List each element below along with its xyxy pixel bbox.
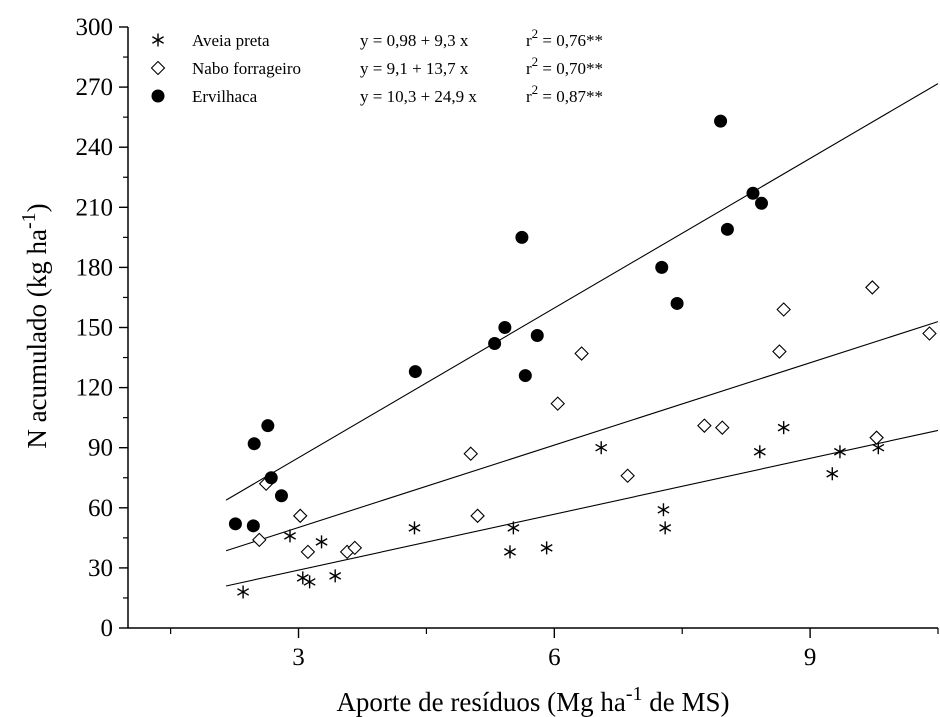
data-point-asterisk	[329, 569, 342, 583]
data-point-filled-circle	[746, 186, 760, 200]
y-tick-label: 30	[88, 555, 113, 582]
data-point-filled-circle	[530, 329, 544, 343]
data-point-filled-circle	[755, 196, 769, 210]
data-point-open-diamond	[865, 280, 880, 295]
fit-line-open-diamond	[225, 321, 939, 552]
y-tick-label: 120	[76, 375, 114, 402]
data-point-filled-circle	[720, 222, 734, 236]
data-point-asterisk	[284, 529, 296, 543]
data-point-asterisk	[595, 441, 608, 455]
y-tick-label: 210	[76, 194, 114, 221]
data-point-asterisk	[833, 445, 846, 459]
data-point-asterisk	[540, 541, 553, 555]
data-point-asterisk	[753, 445, 766, 459]
x-tick-label: 3	[292, 644, 305, 671]
data-point-asterisk	[296, 571, 309, 585]
data-point-open-diamond	[252, 532, 267, 548]
data-point-filled-circle	[498, 321, 512, 334]
data-point-asterisk	[237, 585, 250, 599]
y-tick-label: 60	[88, 495, 113, 522]
y-axis-title: N acumulado (kg ha-1)	[18, 203, 52, 448]
data-point-open-diamond	[470, 508, 485, 524]
data-point-open-diamond	[550, 396, 566, 411]
legend-label: Ervilhaca	[192, 87, 258, 106]
legend-equation: y = 10,3 + 24,9 x	[360, 87, 477, 106]
y-tick-label: 300	[76, 14, 114, 41]
data-point-asterisk	[408, 521, 421, 535]
data-point-filled-circle	[274, 489, 288, 503]
data-point-filled-circle	[670, 296, 684, 310]
legend-r2: r2 = 0,87**	[526, 82, 603, 106]
data-point-filled-circle	[714, 114, 728, 128]
data-point-open-diamond	[463, 446, 479, 461]
legend-equation: y = 0,98 + 9,3 x	[360, 31, 469, 50]
legend-marker-filled-circle	[151, 89, 165, 103]
y-tick-label: 0	[101, 615, 114, 642]
data-point-open-diamond	[300, 544, 316, 560]
data-point-open-diamond	[292, 508, 308, 524]
data-point-open-diamond	[922, 326, 937, 341]
axes: 0 30 60 90 120 150 180 210 240 270 300 3 6 9	[76, 14, 939, 671]
data-point-open-diamond	[869, 430, 884, 445]
x-tick-label: 6	[548, 644, 561, 671]
data-point-filled-circle	[655, 260, 669, 274]
data-point-open-diamond	[772, 344, 787, 359]
data-point-open-diamond	[347, 540, 363, 556]
data-point-filled-circle	[515, 230, 529, 244]
x-tick-label: 9	[804, 644, 817, 671]
data-point-asterisk	[826, 467, 839, 481]
data-point-asterisk	[659, 521, 672, 535]
data-point-filled-circle	[247, 437, 261, 451]
fit-line-asterisk	[225, 429, 939, 587]
legend-equation: y = 9,1 + 13,7 x	[360, 59, 469, 78]
fit-line-filled-circle	[225, 83, 939, 501]
legend-marker-asterisk	[152, 33, 164, 47]
data-point-filled-circle	[488, 337, 502, 351]
legend-r2: r2 = 0,76**	[526, 26, 603, 50]
data-point-open-diamond	[697, 418, 712, 433]
data-point-asterisk	[315, 535, 328, 549]
y-tick-label: 180	[76, 254, 114, 281]
data-point-asterisk	[657, 503, 670, 517]
data-point-filled-circle	[246, 519, 260, 533]
y-tick-label: 90	[88, 435, 113, 462]
data-point-filled-circle	[518, 369, 532, 383]
legend-marker-open-diamond	[150, 60, 166, 76]
axis-labels: Aporte de resíduos (Mg ha-1 de MS) N acum…	[18, 203, 730, 717]
data-point-asterisk	[503, 545, 516, 559]
x-axis-title: Aporte de resíduos (Mg ha-1 de MS)	[336, 683, 729, 717]
data-point-filled-circle	[264, 471, 278, 485]
legend-label: Nabo forrageiro	[192, 59, 301, 78]
data-point-open-diamond	[620, 468, 635, 484]
y-tick-label: 150	[76, 315, 114, 342]
data-point-asterisk	[777, 421, 790, 435]
data-point-asterisk	[507, 521, 520, 535]
legend: Aveia preta y = 0,98 + 9,3 x r2 = 0,76** Na…	[150, 26, 603, 106]
data-point-asterisk	[303, 575, 316, 589]
data-point-open-diamond	[776, 302, 791, 317]
data-point-filled-circle	[261, 419, 275, 433]
data-point-asterisk	[872, 441, 885, 455]
data-point-filled-circle	[228, 517, 242, 531]
y-tick-label: 240	[76, 134, 114, 161]
data-points	[228, 114, 937, 599]
data-point-open-diamond	[574, 346, 589, 361]
data-point-open-diamond	[715, 420, 730, 435]
legend-r2: r2 = 0,70**	[526, 54, 603, 78]
regression-lines	[225, 83, 939, 587]
data-point-filled-circle	[408, 365, 422, 379]
y-tick-label: 270	[76, 74, 114, 101]
legend-label: Aveia preta	[192, 31, 270, 50]
